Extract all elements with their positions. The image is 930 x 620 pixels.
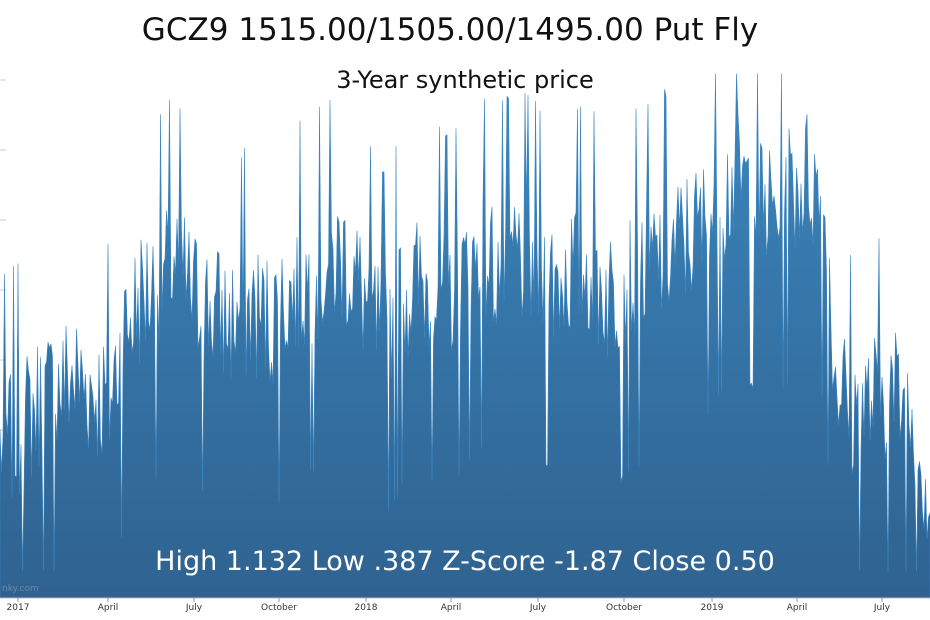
area-series: [0, 73, 930, 599]
x-tick-label: July: [529, 603, 547, 613]
x-tick-label: 2017: [7, 603, 30, 613]
chart-subtitle: 3-Year synthetic price: [336, 66, 594, 94]
watermark: nky.com: [2, 584, 39, 594]
x-tick-label: July: [185, 603, 203, 613]
stats-annotation: High 1.132 Low .387 Z-Score -1.87 Close …: [155, 546, 775, 577]
x-tick-label: July: [873, 603, 891, 613]
x-tick-label: April: [98, 603, 119, 613]
x-tick-label: April: [441, 603, 462, 613]
x-tick-label: 2019: [701, 603, 724, 613]
area-series-fill: [0, 73, 930, 599]
x-tick-label: 2018: [355, 603, 378, 613]
x-tick-label: October: [261, 603, 297, 613]
chart-title: GCZ9 1515.00/1505.00/1495.00 Put Fly: [141, 12, 759, 48]
x-tick-label: April: [787, 603, 808, 613]
x-axis-ticks: 2017 April July October 2018 April July October…: [7, 598, 891, 613]
x-tick-label: October: [606, 603, 642, 613]
